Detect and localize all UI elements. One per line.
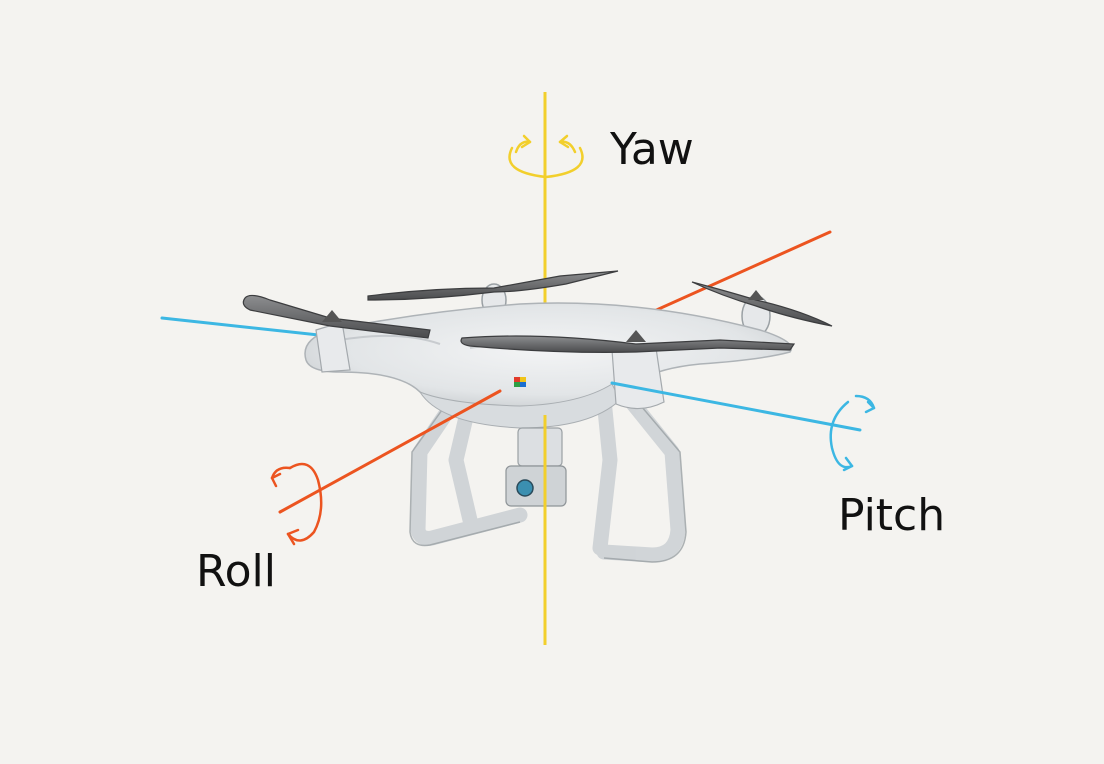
roll-axis-back <box>630 230 832 323</box>
propeller <box>691 281 833 327</box>
drone-body <box>304 302 793 409</box>
pitch-label: Pitch <box>838 490 946 541</box>
pitch-rotation-arrow-icon <box>829 394 876 472</box>
roll-axis-front <box>278 389 502 514</box>
yaw-rotation-arrow-icon <box>508 134 584 179</box>
drone-logo <box>514 377 526 387</box>
propeller <box>460 335 796 353</box>
quadcopter-drone-icon <box>242 270 833 563</box>
propeller <box>367 270 619 301</box>
yaw-label: Yaw <box>610 124 694 175</box>
roll-label: Roll <box>196 546 276 597</box>
camera <box>505 465 567 507</box>
roll-rotation-arrow-icon <box>270 462 323 546</box>
propeller <box>242 294 431 339</box>
pitch-axis-front <box>610 381 862 432</box>
